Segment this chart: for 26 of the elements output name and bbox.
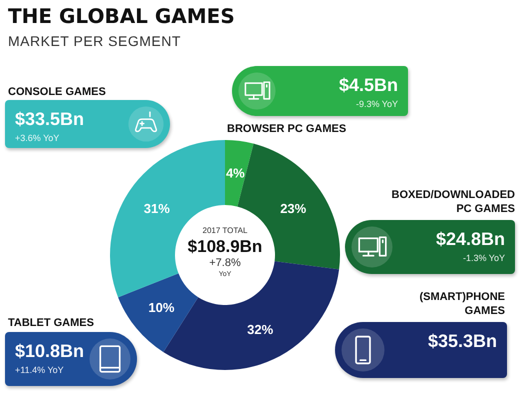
slice-label: CONSOLE GAMES — [8, 85, 106, 99]
text: $33.5Bn — [15, 109, 84, 129]
chart-subtitle: MARKET PER SEGMENT — [8, 33, 181, 49]
text: +3.6% YoY — [15, 133, 60, 143]
slice-label: TABLET GAMES — [8, 316, 94, 330]
data-label: 31% — [144, 201, 170, 216]
slice-label: BROWSER PC GAMES — [227, 122, 346, 136]
data-label: 10% — [148, 300, 175, 316]
text: -1.3% YoY — [462, 253, 505, 263]
donut-slice — [225, 140, 254, 207]
data-label: 23% — [280, 201, 307, 216]
text: $10.8Bn — [15, 341, 84, 361]
data-label: 4% — [226, 166, 246, 181]
text: +11.4% YoY — [15, 365, 64, 375]
text: -9.3% YoY — [356, 99, 398, 109]
text: $108.9Bn — [186, 236, 264, 257]
slice-label: BOXED/DOWNLOADED PC GAMES — [390, 188, 515, 216]
chart-title: THE GLOBAL GAMES — [8, 4, 235, 28]
text: 2017 TOTAL — [202, 225, 248, 236]
donut-slice — [118, 273, 198, 352]
text: $24.8Bn — [436, 229, 505, 249]
text: +7.8% — [208, 257, 242, 270]
text: $35.3Bn — [428, 331, 497, 351]
data-label: 32% — [247, 322, 274, 338]
text: $4.5Bn — [338, 75, 398, 95]
slice-label: (SMART)PHONE GAMES — [418, 290, 505, 318]
